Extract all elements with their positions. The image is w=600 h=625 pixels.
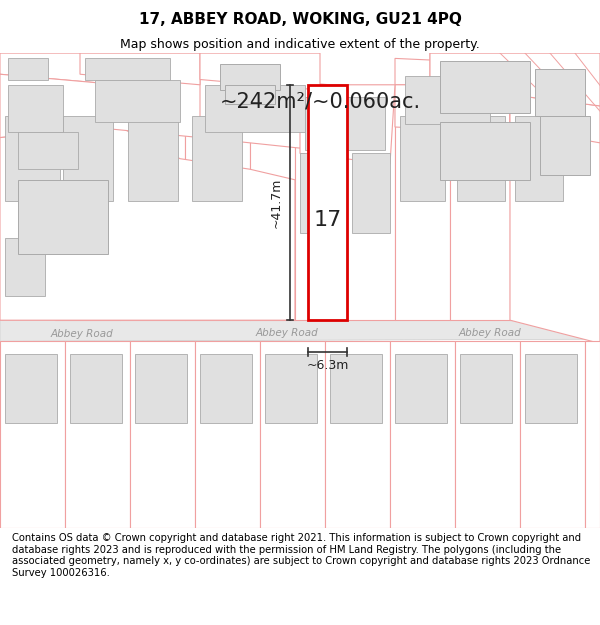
Polygon shape — [0, 341, 65, 528]
Bar — [5, 116, 60, 201]
Polygon shape — [0, 58, 55, 85]
Polygon shape — [65, 341, 130, 528]
Bar — [395, 354, 447, 422]
Bar — [5, 354, 57, 422]
Bar — [308, 85, 347, 320]
Bar — [460, 354, 512, 422]
Text: Map shows position and indicative extent of the property.: Map shows position and indicative extent… — [120, 38, 480, 51]
Bar — [95, 79, 180, 122]
Bar — [135, 354, 187, 422]
Bar — [192, 116, 242, 201]
Polygon shape — [260, 341, 325, 528]
Bar — [128, 116, 178, 201]
Polygon shape — [0, 127, 295, 320]
Polygon shape — [395, 85, 450, 320]
Bar — [515, 116, 563, 201]
Bar — [535, 69, 585, 116]
Bar — [525, 354, 577, 422]
Polygon shape — [430, 53, 600, 106]
Bar — [330, 354, 382, 422]
Polygon shape — [90, 69, 250, 138]
Polygon shape — [55, 85, 120, 320]
Bar — [63, 116, 113, 201]
Bar — [18, 180, 108, 254]
Bar — [70, 354, 122, 422]
Bar — [5, 238, 45, 296]
Polygon shape — [120, 85, 185, 320]
Polygon shape — [295, 85, 347, 320]
Bar — [440, 122, 530, 180]
Polygon shape — [570, 85, 600, 320]
Bar — [200, 354, 252, 422]
Bar — [85, 58, 170, 79]
Text: Abbey Road: Abbey Road — [458, 328, 521, 338]
Polygon shape — [0, 318, 600, 341]
Text: 17: 17 — [313, 210, 341, 230]
Polygon shape — [455, 341, 520, 528]
Bar — [225, 85, 275, 104]
Polygon shape — [0, 53, 180, 85]
Polygon shape — [200, 53, 320, 90]
Bar — [8, 85, 63, 132]
Polygon shape — [510, 85, 600, 143]
Polygon shape — [510, 85, 600, 343]
Bar — [457, 116, 505, 201]
Polygon shape — [0, 74, 55, 320]
Polygon shape — [430, 53, 600, 106]
Polygon shape — [300, 85, 395, 164]
Text: Abbey Road: Abbey Road — [256, 328, 319, 338]
Polygon shape — [185, 85, 250, 320]
Polygon shape — [200, 74, 330, 148]
Polygon shape — [80, 53, 200, 85]
Bar — [18, 132, 78, 169]
Polygon shape — [395, 58, 510, 85]
Bar — [265, 354, 317, 422]
Text: Contains OS data © Crown copyright and database right 2021. This information is : Contains OS data © Crown copyright and d… — [12, 533, 590, 578]
Bar — [305, 98, 385, 150]
Polygon shape — [450, 85, 510, 320]
Bar — [220, 64, 280, 90]
Polygon shape — [250, 85, 295, 320]
Text: Abbey Road: Abbey Road — [50, 329, 113, 339]
Bar — [440, 61, 530, 113]
Text: ~41.7m: ~41.7m — [269, 177, 283, 227]
Bar — [352, 153, 390, 232]
Polygon shape — [347, 85, 395, 320]
Text: ~242m²/~0.060ac.: ~242m²/~0.060ac. — [220, 92, 421, 112]
Polygon shape — [325, 341, 390, 528]
Bar — [300, 153, 338, 232]
Bar — [405, 76, 490, 124]
Text: 17, ABBEY ROAD, WOKING, GU21 4PQ: 17, ABBEY ROAD, WOKING, GU21 4PQ — [139, 12, 461, 27]
Polygon shape — [395, 85, 510, 132]
Bar — [540, 116, 590, 174]
Polygon shape — [0, 74, 120, 138]
Polygon shape — [510, 85, 570, 320]
Polygon shape — [195, 341, 260, 528]
Bar — [400, 116, 445, 201]
Polygon shape — [390, 341, 455, 528]
Polygon shape — [130, 341, 195, 528]
Bar — [205, 85, 305, 132]
Bar — [8, 58, 48, 79]
Text: ~6.3m: ~6.3m — [307, 359, 349, 372]
Polygon shape — [585, 341, 600, 528]
Polygon shape — [520, 341, 585, 528]
